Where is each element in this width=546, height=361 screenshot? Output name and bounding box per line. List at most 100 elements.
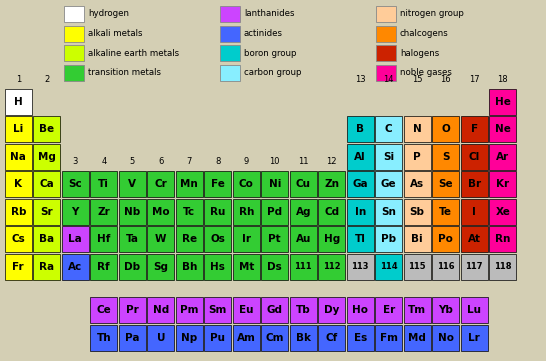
Bar (233, 297, 260, 323)
Text: Ra: Ra (39, 262, 54, 272)
Bar (119, 297, 146, 323)
Text: 17: 17 (469, 75, 479, 84)
Bar (262, 199, 288, 225)
Text: 18: 18 (497, 75, 508, 84)
Text: Ta: Ta (126, 234, 139, 244)
Text: Pa: Pa (125, 333, 139, 343)
Text: N: N (413, 124, 422, 134)
Bar (62, 199, 88, 225)
Bar (347, 171, 373, 197)
Text: As: As (410, 179, 424, 189)
Bar (204, 199, 231, 225)
Bar (404, 325, 431, 351)
Bar (376, 65, 396, 81)
Text: H: H (14, 97, 22, 107)
Bar (5, 171, 32, 197)
Bar (119, 171, 146, 197)
Text: 9: 9 (244, 157, 249, 166)
Bar (376, 26, 396, 42)
Bar (233, 325, 260, 351)
Text: Ar: Ar (496, 152, 509, 162)
Text: actinides: actinides (244, 29, 283, 38)
Bar (33, 199, 60, 225)
Text: Th: Th (97, 333, 111, 343)
Text: Mo: Mo (152, 207, 170, 217)
Bar (318, 254, 345, 280)
Bar (489, 171, 516, 197)
Text: Er: Er (383, 305, 395, 315)
Text: I: I (472, 207, 476, 217)
Text: noble gases: noble gases (400, 68, 452, 77)
Text: U: U (157, 333, 165, 343)
Text: Si: Si (383, 152, 394, 162)
Text: 16: 16 (441, 75, 451, 84)
Text: Lr: Lr (468, 333, 480, 343)
Text: 12: 12 (327, 157, 337, 166)
Text: Sr: Sr (40, 207, 53, 217)
Text: Rf: Rf (97, 262, 110, 272)
Text: Sn: Sn (381, 207, 396, 217)
Text: Pu: Pu (210, 333, 225, 343)
Bar (347, 144, 373, 170)
Text: Tm: Tm (408, 305, 426, 315)
Text: Es: Es (354, 333, 367, 343)
Bar (432, 171, 459, 197)
Bar (5, 226, 32, 252)
Bar (489, 199, 516, 225)
Bar (64, 65, 84, 81)
Bar (119, 254, 146, 280)
Bar (461, 144, 488, 170)
Text: V: V (128, 179, 136, 189)
Text: Te: Te (439, 207, 452, 217)
Bar (90, 171, 117, 197)
Bar (90, 199, 117, 225)
Text: O: O (441, 124, 450, 134)
Text: Cm: Cm (265, 333, 284, 343)
Text: 3: 3 (73, 157, 78, 166)
Bar (404, 144, 431, 170)
Text: Hf: Hf (97, 234, 110, 244)
Text: 8: 8 (215, 157, 221, 166)
Text: 13: 13 (355, 75, 366, 84)
Bar (119, 226, 146, 252)
Text: Sc: Sc (68, 179, 82, 189)
Bar (461, 325, 488, 351)
Bar (290, 325, 317, 351)
Bar (347, 325, 373, 351)
Bar (204, 325, 231, 351)
Text: Sb: Sb (410, 207, 425, 217)
Text: Ir: Ir (242, 234, 251, 244)
Bar (461, 171, 488, 197)
Text: Co: Co (239, 179, 254, 189)
Bar (5, 144, 32, 170)
Bar (262, 254, 288, 280)
Text: Re: Re (182, 234, 197, 244)
Bar (262, 297, 288, 323)
Bar (347, 297, 373, 323)
Text: Cs: Cs (11, 234, 25, 244)
Bar (64, 45, 84, 61)
Bar (404, 199, 431, 225)
Text: Fr: Fr (13, 262, 24, 272)
Text: Cl: Cl (468, 152, 480, 162)
Text: Ne: Ne (495, 124, 511, 134)
Bar (404, 116, 431, 142)
Text: 4: 4 (101, 157, 106, 166)
Text: 5: 5 (129, 157, 135, 166)
Text: Cf: Cf (325, 333, 338, 343)
Text: Dy: Dy (324, 305, 340, 315)
Bar (432, 254, 459, 280)
Text: Ca: Ca (39, 179, 54, 189)
Text: 7: 7 (187, 157, 192, 166)
Text: Rn: Rn (495, 234, 511, 244)
Bar (432, 144, 459, 170)
Bar (5, 199, 32, 225)
Text: 14: 14 (383, 75, 394, 84)
Text: Tb: Tb (296, 305, 311, 315)
Bar (90, 226, 117, 252)
Text: No: No (438, 333, 454, 343)
Text: K: K (14, 179, 22, 189)
Bar (147, 199, 174, 225)
Bar (432, 325, 459, 351)
Text: 117: 117 (466, 262, 483, 271)
